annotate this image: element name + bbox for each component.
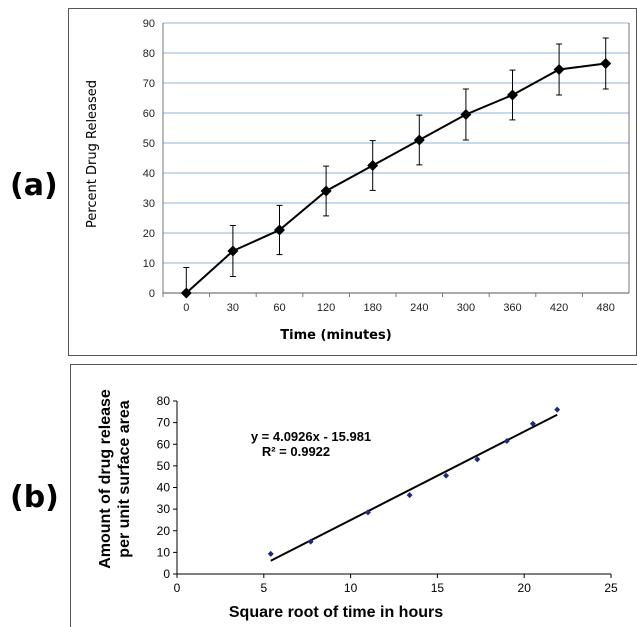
chart-b-data-point: [529, 420, 536, 427]
chart-a-y-tick-label: 70: [143, 78, 155, 90]
chart-b-data-point: [307, 538, 314, 545]
chart-b-data-point: [554, 406, 561, 413]
chart-b-data-point: [443, 472, 450, 479]
chart-a-gridlines: [162, 22, 630, 294]
chart-b-x-axis-title: Square root of time in hours: [229, 604, 443, 621]
chart-a-x-ticks: 0 30 60 120 180 240 300 360 420 480: [162, 293, 615, 314]
chart-a-data-point: [180, 287, 192, 299]
chart-a-data-point: [274, 224, 285, 236]
chart-a-frame: 0 10 20 30 40 50 60 70 80 90 0 30 60 120 180 240 300 360…: [68, 8, 637, 356]
chart-a-x-tick-label: 480: [597, 302, 615, 314]
chart-b-data-point: [406, 492, 413, 499]
chart-a-y-tick-label: 10: [143, 258, 155, 270]
panel-b-label: (b): [10, 480, 59, 515]
chart-a-data-point: [460, 109, 472, 120]
chart-b-y-tick-label: 70: [157, 416, 171, 430]
chart-a-y-ticks: 0 10 20 30 40 50 60 70 80 90: [143, 18, 155, 300]
chart-b-r-squared: R² = 0.9922: [262, 444, 330, 459]
chart-b-x-tick-label: 15: [431, 581, 445, 595]
chart-b-x-tick-label: 20: [518, 581, 532, 595]
chart-a-x-tick-label: 300: [457, 302, 475, 314]
chart-b-y-tick-label: 10: [157, 545, 171, 559]
chart-b-data-point: [267, 550, 274, 557]
chart-b-x-tick-label: 10: [344, 581, 358, 595]
chart-a-y-tick-label: 80: [143, 48, 155, 60]
chart-b-equation: y = 4.0926x - 15.981: [251, 429, 371, 444]
chart-b-y-axis-title-line-2: per unit surface area: [116, 400, 133, 558]
chart-a-y-tick-label: 20: [143, 228, 155, 240]
chart-b-y-axis-title-line-1: Amount of drug release: [97, 389, 114, 569]
chart-a-y-tick-label: 90: [143, 18, 155, 30]
chart-b-x-tick-label: 5: [260, 581, 267, 595]
chart-a-data-point: [320, 185, 332, 197]
chart-a-data-point: [600, 58, 612, 69]
chart-a-x-tick-label: 420: [550, 302, 568, 314]
chart-b-x-tick-label: 0: [174, 581, 181, 595]
chart-a-x-tick-label: 0: [183, 302, 189, 314]
chart-a-data-point: [413, 134, 425, 146]
chart-a-series-line: [185, 62, 606, 294]
chart-b-y-tick-label: 30: [157, 502, 171, 516]
chart-b-trendline: [270, 413, 558, 562]
chart-a-data-point: [367, 160, 379, 171]
chart-a-markers: [180, 58, 612, 299]
chart-a-x-tick-label: 180: [364, 302, 382, 314]
chart-b-y-ticks: 0 10 20 30 40 50 60 70 80: [157, 394, 178, 581]
chart-a-x-tick-label: 120: [317, 302, 335, 314]
chart-a-x-tick-label: 240: [410, 302, 428, 314]
chart-b-y-tick-label: 20: [157, 524, 171, 538]
chart-a-data-point: [553, 64, 565, 75]
chart-a-x-tick-label: 360: [503, 302, 521, 314]
chart-b-x-ticks: 0 5 10 15 20 25: [174, 573, 618, 595]
chart-a-y-tick-label: 30: [143, 198, 155, 210]
chart-a-y-tick-label: 0: [149, 288, 155, 300]
chart-a-x-tick-label: 60: [273, 302, 285, 314]
chart-b-frame: 0 10 20 30 40 50 60 70 80 0 5 10 15 20 25 y = 4.0926x…: [70, 364, 637, 627]
chart-a-y-tick-label: 50: [143, 138, 155, 150]
chart-b-y-tick-label: 0: [163, 567, 170, 581]
chart-b-data-point: [364, 509, 371, 516]
chart-b-data-point: [474, 456, 481, 463]
chart-a-data-point: [507, 89, 518, 101]
chart-b-x-tick-label: 25: [604, 581, 618, 595]
chart-a-svg: 0 10 20 30 40 50 60 70 80 90 0 30 60 120 180 240 300 360…: [85, 18, 630, 343]
chart-a-data-point: [227, 245, 239, 257]
chart-b-y-tick-label: 50: [157, 459, 171, 473]
chart-a-x-axis-title: Time (minutes): [280, 328, 391, 343]
chart-b-y-tick-label: 80: [157, 394, 171, 408]
chart-a-y-tick-label: 60: [143, 108, 155, 120]
chart-b-points: [267, 406, 561, 557]
panel-a-label: (a): [10, 168, 58, 203]
chart-b-svg: 0 10 20 30 40 50 60 70 80 0 5 10 15 20 25 y = 4.0926x…: [97, 389, 618, 621]
chart-a-y-tick-label: 40: [143, 168, 155, 180]
chart-a-y-axis-title: Percent Drug Released: [85, 80, 100, 228]
chart-b-y-tick-label: 40: [157, 481, 171, 495]
chart-b-y-tick-label: 60: [157, 437, 171, 451]
chart-b-data-point: [503, 438, 510, 445]
chart-a-x-tick-label: 30: [227, 302, 239, 314]
